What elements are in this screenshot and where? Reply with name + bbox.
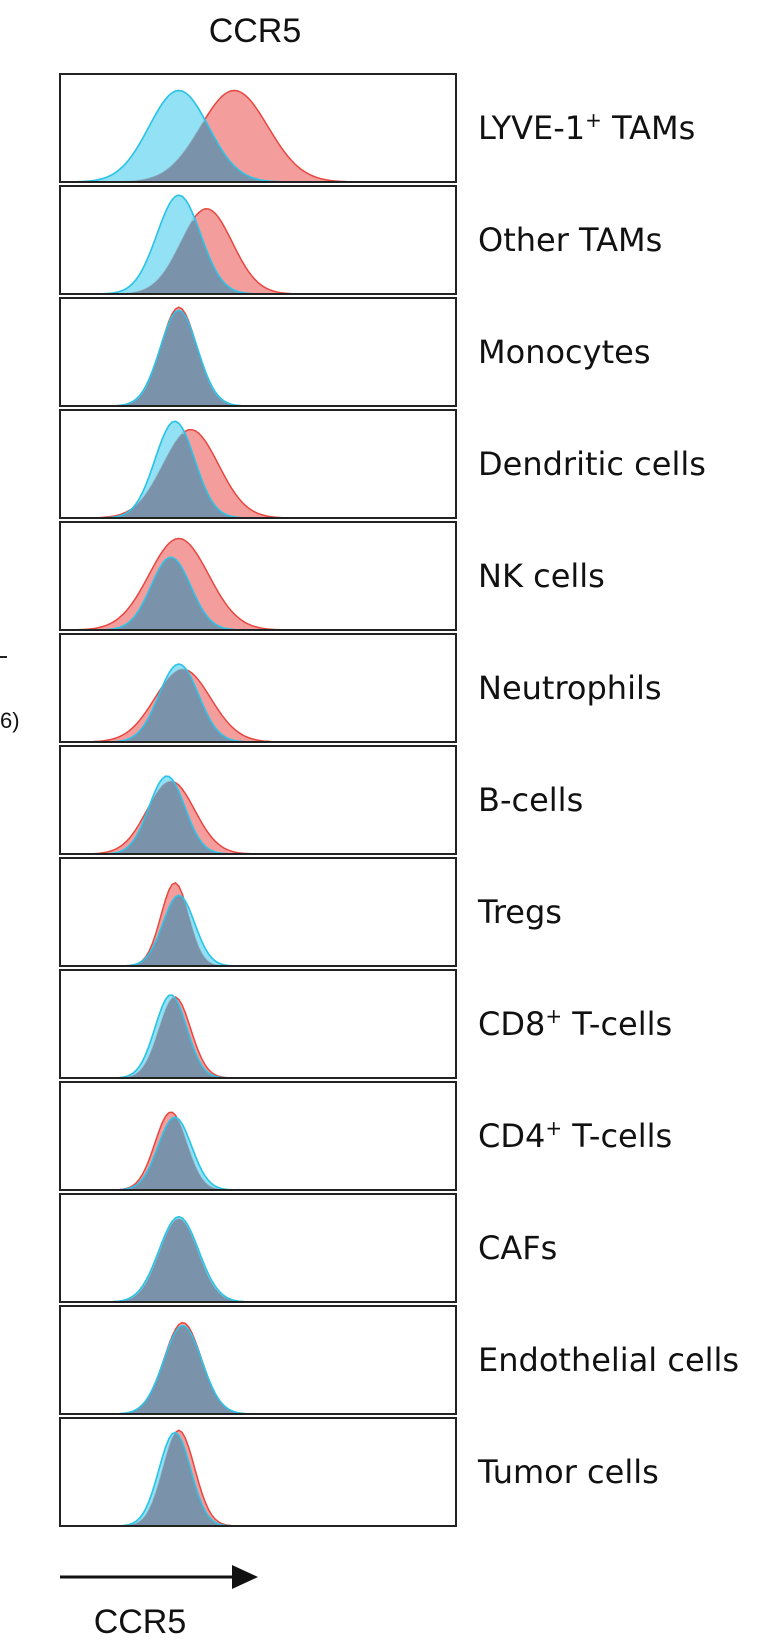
histogram-panel-dendritic-cells: Dendritic cells bbox=[59, 409, 706, 519]
panel-label-main: CD8 bbox=[478, 1005, 545, 1043]
panel-label-main: Dendritic cells bbox=[478, 445, 706, 483]
panel-label: CD4+ T-cells bbox=[478, 1116, 672, 1155]
histogram-panel-cd4-t-cells: CD4+ T-cells bbox=[59, 1081, 672, 1191]
histogram-panel-endothelial-cells: Endothelial cells bbox=[59, 1305, 739, 1415]
panel-label: Endothelial cells bbox=[478, 1341, 739, 1379]
x-axis-label: CCR5 bbox=[94, 1603, 187, 1641]
histogram-panel-nk-cells: NK cells bbox=[59, 521, 605, 631]
panel-frame bbox=[59, 745, 457, 855]
panel-label-main: Monocytes bbox=[478, 333, 650, 371]
chart-title: CCR5 bbox=[209, 12, 302, 50]
histogram-overlap bbox=[60, 433, 456, 518]
panel-frame bbox=[59, 297, 457, 407]
histogram-panel-lyve-1-tams: LYVE-1+ TAMs bbox=[59, 73, 695, 183]
panel-label-main: B-cells bbox=[478, 781, 583, 819]
panel-frame bbox=[59, 1193, 457, 1303]
histogram-overlap bbox=[60, 1117, 456, 1190]
panel-background bbox=[60, 858, 456, 966]
panel-label-superscript: + bbox=[545, 1004, 562, 1028]
histogram-overlap bbox=[60, 895, 456, 966]
panel-frame bbox=[59, 969, 457, 1079]
panel-background bbox=[60, 410, 456, 518]
panel-label-suffix: T-cells bbox=[562, 1117, 672, 1155]
panel-label-main: LYVE-1 bbox=[478, 109, 585, 147]
histogram-overlap bbox=[60, 1218, 456, 1302]
panel-label-main: CAFs bbox=[478, 1229, 557, 1267]
panel-frame bbox=[59, 1081, 457, 1191]
panel-label-main: Other TAMs bbox=[478, 221, 662, 259]
panel-background bbox=[60, 634, 456, 742]
panel-label: LYVE-1+ TAMs bbox=[478, 108, 695, 147]
histogram-overlap bbox=[60, 1432, 456, 1526]
panel-label: NK cells bbox=[478, 557, 605, 595]
panel-frame bbox=[59, 185, 457, 295]
panel-label: B-cells bbox=[478, 781, 583, 819]
histogram-panel-monocytes: Monocytes bbox=[59, 297, 650, 407]
panel-label: Dendritic cells bbox=[478, 445, 706, 483]
panel-frame bbox=[59, 409, 457, 519]
histogram-overlap bbox=[60, 669, 456, 742]
panel-label-main: Endothelial cells bbox=[478, 1341, 739, 1379]
panel-label: Tumor cells bbox=[477, 1453, 659, 1491]
panel-frame bbox=[59, 1417, 457, 1527]
x-axis-arrow-head bbox=[232, 1565, 258, 1589]
panel-label-main: NK cells bbox=[478, 557, 605, 595]
panel-label-main: Tregs bbox=[477, 893, 562, 931]
histogram-overlap bbox=[60, 310, 456, 406]
panel-label: Monocytes bbox=[478, 333, 650, 371]
histogram-panel-cafs: CAFs bbox=[59, 1193, 557, 1303]
panel-label-suffix: T-cells bbox=[562, 1005, 672, 1043]
panel-frame bbox=[59, 73, 457, 183]
histogram-panel-neutrophils: Neutrophils bbox=[59, 633, 662, 743]
panel-label-main: Neutrophils bbox=[478, 669, 662, 707]
panel-label: Neutrophils bbox=[478, 669, 662, 707]
panel-label: CAFs bbox=[478, 1229, 557, 1267]
panel-frame bbox=[59, 1305, 457, 1415]
panel-background bbox=[60, 1194, 456, 1302]
panel-frame bbox=[59, 857, 457, 967]
histogram-panel-cd8-t-cells: CD8+ T-cells bbox=[59, 969, 672, 1079]
panel-background bbox=[60, 1082, 456, 1190]
histogram-panel-tregs: Tregs bbox=[59, 857, 562, 967]
panel-background bbox=[60, 1418, 456, 1526]
histogram-panel-other-tams: Other TAMs bbox=[59, 185, 662, 295]
panel-label-main: Tumor cells bbox=[477, 1453, 659, 1491]
histogram-overlap bbox=[60, 1325, 456, 1414]
panel-label: Other TAMs bbox=[478, 221, 662, 259]
panel-label-superscript: + bbox=[585, 108, 602, 132]
histogram-overlap bbox=[60, 998, 456, 1078]
panel-background bbox=[60, 186, 456, 294]
histogram-overlap bbox=[60, 781, 456, 854]
panel-label-suffix: TAMs bbox=[602, 109, 695, 147]
panel-frame bbox=[59, 521, 457, 631]
panel-background bbox=[60, 746, 456, 854]
panel-frame bbox=[59, 633, 457, 743]
histogram-overlap bbox=[60, 557, 456, 630]
panel-background bbox=[60, 522, 456, 630]
panel-label-main: CD4 bbox=[478, 1117, 545, 1155]
panel-label-superscript: + bbox=[545, 1116, 562, 1140]
panel-background bbox=[60, 298, 456, 406]
panel-label: Tregs bbox=[477, 893, 562, 931]
histogram-panel-b-cells: B-cells bbox=[59, 745, 583, 855]
panel-background bbox=[60, 1306, 456, 1414]
side-text-fragment: 6) bbox=[0, 708, 20, 733]
panel-background bbox=[60, 970, 456, 1078]
x-axis-arrow bbox=[60, 1565, 258, 1589]
panel-label: CD8+ T-cells bbox=[478, 1004, 672, 1043]
histogram-panel-tumor-cells: Tumor cells bbox=[59, 1417, 659, 1527]
